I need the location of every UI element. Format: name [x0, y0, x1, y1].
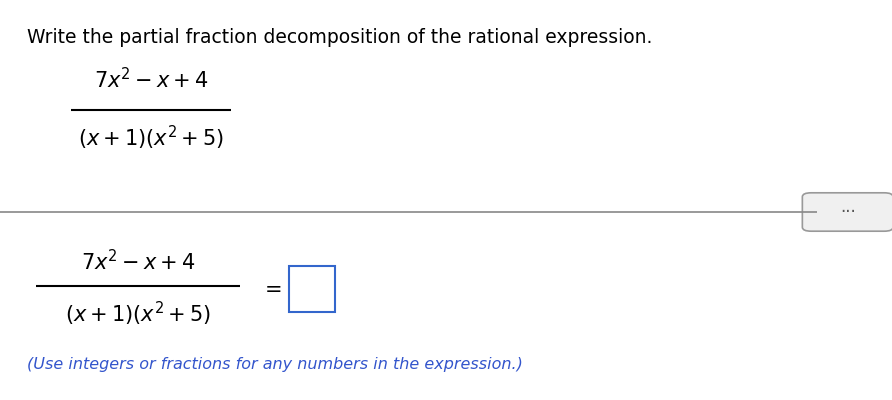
Text: (Use integers or fractions for any numbers in the expression.): (Use integers or fractions for any numbe… [27, 356, 523, 372]
Text: $(x + 1)(x^2 + 5)$: $(x + 1)(x^2 + 5)$ [64, 300, 211, 328]
Text: $7x^2 - x + 4$: $7x^2 - x + 4$ [80, 250, 194, 274]
Text: $7x^2 - x + 4$: $7x^2 - x + 4$ [94, 67, 208, 93]
FancyBboxPatch shape [803, 193, 892, 231]
Text: $=$: $=$ [260, 278, 282, 298]
Text: Write the partial fraction decomposition of the rational expression.: Write the partial fraction decomposition… [27, 28, 652, 47]
FancyBboxPatch shape [289, 266, 335, 312]
Text: $(x + 1)(x^2 + 5)$: $(x + 1)(x^2 + 5)$ [78, 124, 224, 152]
Text: ···: ··· [840, 203, 856, 221]
